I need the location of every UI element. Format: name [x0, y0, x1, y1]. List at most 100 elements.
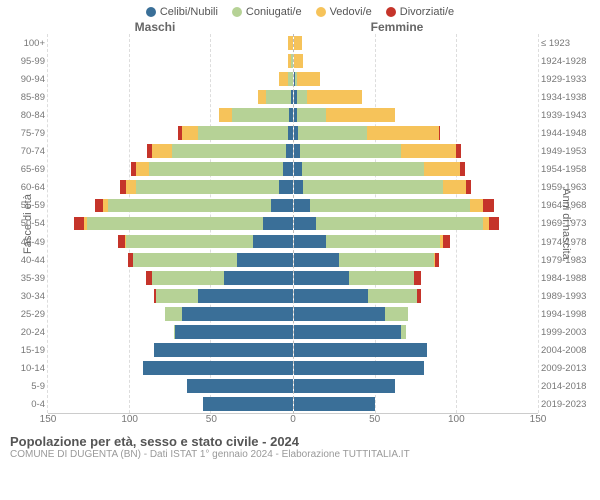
bar-segment-con [108, 199, 271, 213]
age-label: 95-99 [8, 52, 48, 70]
pyramid-row [48, 196, 293, 214]
bar-segment-div [417, 289, 420, 303]
pyramid-row [294, 287, 539, 305]
age-label: 30-34 [8, 287, 48, 305]
birth-year-label: 1969-1973 [538, 215, 592, 233]
age-label: 5-9 [8, 378, 48, 396]
pyramid-row [294, 106, 539, 124]
bar-segment-ved [288, 36, 293, 50]
x-tick: 100 [121, 414, 138, 425]
bar-segment-ved [182, 126, 198, 140]
bar-segment-con [266, 90, 290, 104]
x-tick: 0 [290, 414, 296, 425]
birth-year-axis-labels: ≤ 19231924-19281929-19331934-19381939-19… [538, 34, 592, 414]
age-label: 65-69 [8, 161, 48, 179]
bar-segment-con [339, 253, 434, 267]
birth-year-label: 1929-1933 [538, 70, 592, 88]
bar-segment-cel [154, 343, 293, 357]
bar-segment-div [443, 235, 450, 249]
bar-segment-con [149, 162, 283, 176]
birth-year-label: 1984-1988 [538, 269, 592, 287]
bar-segment-ved [279, 72, 287, 86]
bar-segment-con [156, 289, 198, 303]
x-tick: 50 [369, 414, 380, 425]
bar-segment-con [165, 307, 181, 321]
pyramid-row [48, 214, 293, 232]
legend-swatch [386, 7, 396, 17]
bar-segment-div [489, 217, 499, 231]
chart-title: Popolazione per età, sesso e stato civil… [10, 434, 590, 449]
legend-label: Divorziati/e [400, 6, 454, 18]
bar-segment-cel [237, 253, 292, 267]
age-label: 45-49 [8, 233, 48, 251]
birth-year-label: 2019-2023 [538, 396, 592, 414]
bar-segment-con [310, 199, 470, 213]
bar-segment-ved [258, 90, 266, 104]
pyramid-row [294, 142, 539, 160]
bar-segment-cel [187, 379, 293, 393]
bar-segment-cel [294, 361, 424, 375]
bar-segment-con [401, 325, 406, 339]
legend-item: Vedovi/e [316, 6, 372, 18]
bar-segment-div [95, 199, 103, 213]
age-label: 55-59 [8, 197, 48, 215]
birth-year-label: 1999-2003 [538, 324, 592, 342]
bar-segment-con [136, 180, 279, 194]
bar-segment-cel [182, 307, 293, 321]
pyramid-row [294, 269, 539, 287]
bar-segment-ved [307, 90, 362, 104]
bar-segment-ved [470, 199, 483, 213]
bar-segment-ved [297, 72, 320, 86]
legend-item: Celibi/Nubili [146, 6, 218, 18]
pyramid-row [48, 124, 293, 142]
legend-swatch [316, 7, 326, 17]
bar-segment-con [349, 271, 414, 285]
bar-segment-div [460, 162, 465, 176]
pyramid-row [48, 70, 293, 88]
female-half [294, 34, 539, 414]
birth-year-label: 2004-2008 [538, 342, 592, 360]
bar-segment-cel [294, 379, 395, 393]
bar-segment-div [414, 271, 421, 285]
male-half [48, 34, 294, 414]
age-label: 20-24 [8, 324, 48, 342]
male-header: Maschi [56, 20, 254, 34]
bar-segment-con [297, 90, 307, 104]
bar-segment-cel [279, 180, 292, 194]
bar-segment-con [316, 217, 482, 231]
bar-segment-con [303, 180, 443, 194]
pyramid-row [48, 34, 293, 52]
pyramid-row [294, 178, 539, 196]
bar-segment-cel [198, 289, 293, 303]
column-headers: Maschi Femmine [0, 20, 600, 34]
pyramid-row [48, 323, 293, 341]
age-label: 100+ [8, 34, 48, 52]
birth-year-label: 1939-1943 [538, 106, 592, 124]
legend-label: Coniugati/e [246, 6, 302, 18]
pyramid-row [48, 359, 293, 377]
pyramid-row [48, 341, 293, 359]
birth-year-label: 1949-1953 [538, 143, 592, 161]
pyramid-row [294, 395, 539, 413]
bar-segment-div [435, 253, 438, 267]
pyramid-row [48, 377, 293, 395]
bar-segment-con [87, 217, 263, 231]
bar-segment-cel [294, 397, 375, 411]
pyramid-row [48, 106, 293, 124]
age-label: 80-84 [8, 106, 48, 124]
footer: Popolazione per età, sesso e stato civil… [0, 428, 600, 460]
bar-segment-ved [219, 108, 232, 122]
pyramid-row [48, 305, 293, 323]
birth-year-label: ≤ 1923 [538, 34, 592, 52]
age-label: 70-74 [8, 143, 48, 161]
pyramid-row [294, 377, 539, 395]
bar-segment-cel [294, 235, 327, 249]
bar-segment-ved [443, 180, 466, 194]
bar-segment-div [483, 199, 494, 213]
birth-year-label: 1994-1998 [538, 305, 592, 323]
bar-segment-cel [294, 271, 349, 285]
bar-segment-con [172, 144, 286, 158]
bar-segment-con [302, 162, 424, 176]
bar-segment-con [300, 144, 401, 158]
bar-segment-con [232, 108, 289, 122]
